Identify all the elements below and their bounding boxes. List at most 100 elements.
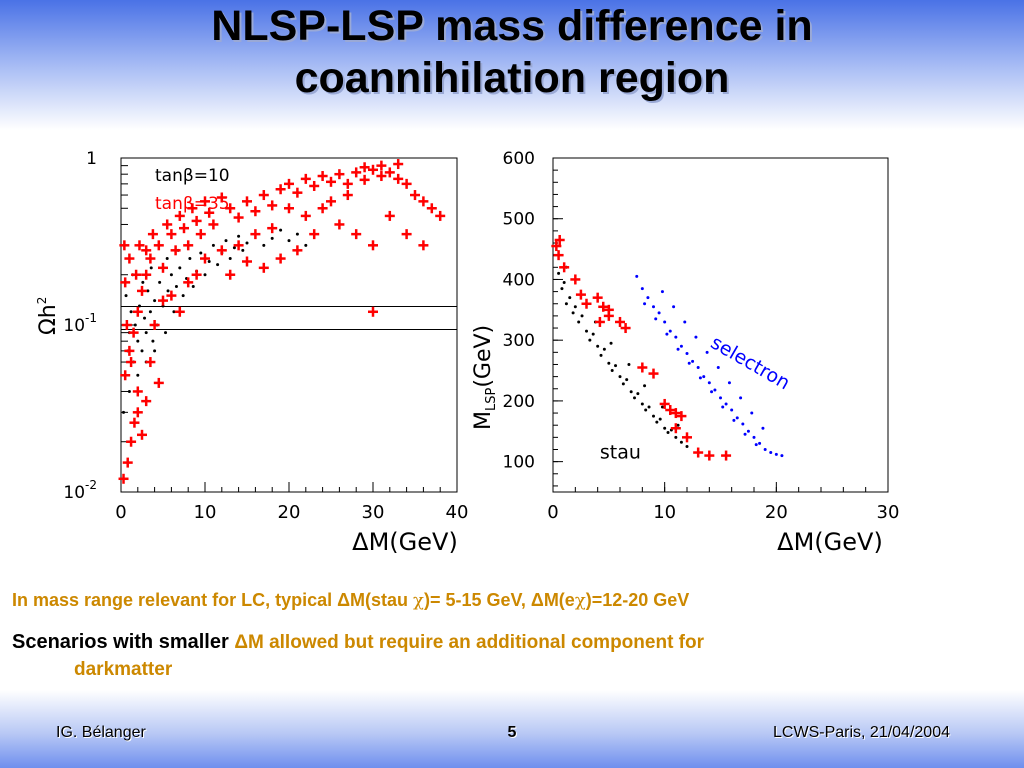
left-point-red — [359, 174, 370, 185]
right-point-blue — [739, 396, 743, 400]
left-ylabel: Ωh2 — [35, 297, 61, 335]
right-ylabel-sub: LSP — [484, 388, 499, 411]
left-point-black — [149, 266, 153, 270]
left-point-red — [132, 407, 143, 418]
right-point-red — [704, 450, 715, 461]
left-point-red — [187, 203, 198, 214]
note1-chi2: χ — [574, 590, 586, 611]
right-point-black — [571, 311, 575, 315]
left-point-black — [146, 289, 150, 293]
right-point-blue — [741, 422, 745, 426]
left-point-red — [149, 320, 160, 330]
right-ytick-label: 600 — [503, 149, 535, 169]
right-point-blue — [735, 416, 739, 420]
left-point-red — [166, 229, 177, 240]
left-point-red — [141, 396, 152, 407]
right-point-black — [568, 296, 572, 300]
left-point-red — [225, 203, 236, 214]
right-ytick-label: 200 — [503, 392, 535, 412]
right-point-blue — [705, 350, 709, 354]
note1-text3: M(e — [543, 590, 575, 610]
right-point-black — [609, 341, 613, 345]
left-point-red — [191, 269, 202, 280]
right-xtick-label: 0 — [547, 502, 558, 523]
left-point-red — [120, 370, 131, 381]
left-point-red — [426, 203, 437, 214]
right-point-black — [658, 417, 662, 421]
right-point-black — [676, 423, 680, 427]
right-point-black — [602, 347, 606, 351]
left-point-red — [179, 223, 189, 234]
left-point-red — [132, 306, 143, 317]
right-point-blue — [780, 454, 784, 458]
right-point-blue — [746, 429, 750, 433]
left-point-red — [128, 327, 139, 338]
left-point-red — [174, 210, 185, 221]
left-point-red — [137, 429, 147, 440]
right-point-blue — [750, 411, 754, 415]
left-point-red — [183, 240, 194, 251]
right-ytick-label: 100 — [503, 453, 535, 473]
right-point-blue — [663, 320, 667, 324]
left-point-black — [136, 339, 140, 343]
right-point-blue — [696, 366, 700, 370]
left-point-red — [141, 245, 152, 256]
left-point-black — [174, 285, 178, 289]
right-plot-frame — [552, 157, 889, 493]
left-point-red — [124, 253, 135, 264]
right-point-black — [562, 280, 566, 284]
left-point-red — [351, 167, 362, 178]
right-point-blue — [691, 359, 695, 363]
left-point-black — [172, 310, 176, 314]
left-point-red — [153, 377, 164, 388]
right-point-red — [682, 432, 692, 443]
right-point-black — [644, 408, 648, 412]
right-point-black — [655, 420, 659, 424]
note1-prefix: In mass range relevant for LC, typical — [12, 590, 338, 610]
right-point-red — [594, 316, 605, 327]
left-point-black — [151, 339, 155, 343]
slide-title: NLSP-LSP mass difference in coannihilati… — [0, 0, 1024, 104]
title-line-1: NLSP-LSP mass difference in — [211, 2, 813, 50]
right-point-blue — [646, 296, 650, 300]
left-point-red — [126, 357, 137, 368]
right-point-black — [663, 426, 667, 430]
left-point-black — [191, 285, 195, 289]
left-point-red — [233, 212, 244, 223]
left-point-red — [204, 207, 215, 218]
left-point-red — [141, 269, 152, 280]
note1-text1: M(stau — [350, 590, 414, 610]
right-point-blue — [769, 451, 773, 455]
footer-author: IG. Bélanger — [56, 724, 146, 741]
left-point-red — [418, 196, 429, 207]
right-point-blue — [707, 381, 711, 385]
right-point-black — [633, 396, 637, 400]
right-point-red — [575, 289, 586, 300]
left-xtick-label: 10 — [194, 502, 217, 523]
right-point-blue — [660, 290, 664, 294]
right-xtick-label: 30 — [877, 502, 900, 523]
left-point-black — [158, 280, 162, 284]
left-point-red — [225, 269, 236, 280]
right-point-black — [591, 332, 595, 336]
left-point-black — [199, 251, 203, 255]
right-point-black — [564, 302, 568, 306]
right-point-blue — [683, 320, 687, 324]
left-point-red — [435, 210, 446, 221]
right-point-red — [721, 450, 732, 461]
left-point-red — [162, 219, 173, 230]
left-point-red — [267, 200, 278, 211]
left-point-red — [401, 229, 412, 240]
left-point-red — [317, 171, 328, 182]
right-point-black — [614, 364, 618, 368]
right-point-blue — [679, 344, 683, 348]
charts-figure: 0 10 20 30 40 10-2 10-1 1 Ωh2 ΔM(GeV) tanβ=10 … — [35, 149, 900, 556]
left-point-red — [376, 160, 387, 171]
left-point-red — [292, 187, 303, 198]
left-point-black — [144, 331, 148, 335]
left-point-black — [181, 294, 185, 298]
left-point-red — [120, 277, 131, 288]
right-point-black — [640, 402, 644, 406]
right-point-black — [573, 305, 577, 309]
left-point-red — [126, 436, 137, 447]
